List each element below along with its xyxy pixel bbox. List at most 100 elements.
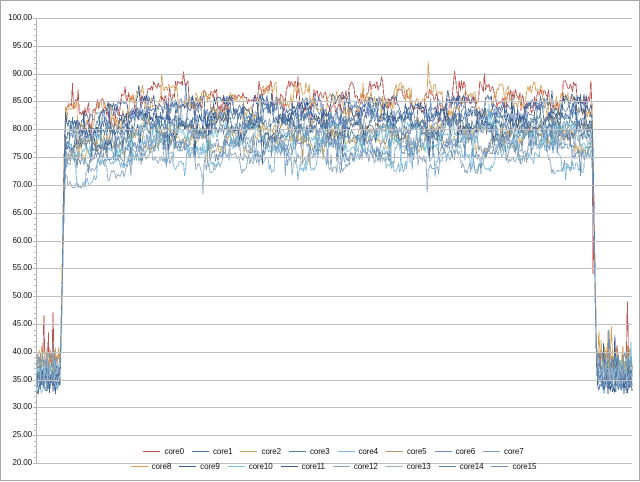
legend-entry-core4[interactable]: core4 xyxy=(337,447,379,456)
legend-entry-core12[interactable]: core12 xyxy=(332,462,378,471)
gridline xyxy=(37,380,632,381)
axis-minor-tick xyxy=(34,90,37,91)
axis-minor-tick xyxy=(34,24,37,25)
legend-line-icon xyxy=(179,466,197,467)
legend-label: core14 xyxy=(459,462,484,471)
axis-major-tick xyxy=(33,213,37,214)
axis-minor-tick xyxy=(34,419,37,420)
axis-minor-tick xyxy=(34,152,37,153)
axis-minor-tick xyxy=(34,229,37,230)
legend-line-icon xyxy=(227,466,245,467)
legend-label: core4 xyxy=(358,447,379,456)
legend-line-icon xyxy=(191,451,209,452)
axis-minor-tick xyxy=(34,402,37,403)
legend-label: core12 xyxy=(353,462,378,471)
gridline xyxy=(37,129,632,130)
axis-minor-tick xyxy=(34,246,37,247)
y-axis-tick-label: 25.00 xyxy=(12,430,32,440)
axis-major-tick xyxy=(33,157,37,158)
gridline xyxy=(37,324,632,325)
axis-minor-tick xyxy=(34,457,37,458)
legend-label: core2 xyxy=(261,447,281,456)
legend-line-icon xyxy=(491,466,509,467)
legend-line-icon xyxy=(143,451,161,452)
axis-major-tick xyxy=(33,324,37,325)
legend-entry-core3[interactable]: core3 xyxy=(288,447,330,456)
axis-minor-tick xyxy=(34,285,37,286)
legend-entry-core13[interactable]: core13 xyxy=(385,462,431,471)
axis-minor-tick xyxy=(34,224,37,225)
legend-entry-core0[interactable]: core0 xyxy=(143,447,184,456)
legend-entry-core11[interactable]: core11 xyxy=(280,462,325,471)
axis-minor-tick xyxy=(34,40,37,41)
legend-entry-core6[interactable]: core6 xyxy=(434,447,475,456)
legend-line-icon xyxy=(130,466,148,467)
axis-minor-tick xyxy=(34,363,37,364)
axis-minor-tick xyxy=(34,63,37,64)
axis-minor-tick xyxy=(34,118,37,119)
legend-entry-core9[interactable]: core9 xyxy=(179,462,220,471)
axis-minor-tick xyxy=(34,391,37,392)
axis-major-tick xyxy=(33,46,37,47)
legend-entry-core10[interactable]: core10 xyxy=(227,462,273,471)
axis-minor-tick xyxy=(34,196,37,197)
legend-line-icon xyxy=(385,466,403,467)
axis-minor-tick xyxy=(34,274,37,275)
legend-label: core5 xyxy=(407,447,427,456)
axis-minor-tick xyxy=(34,374,37,375)
axis-major-tick xyxy=(33,268,37,269)
gridline xyxy=(37,435,632,436)
legend-line-icon xyxy=(386,451,404,452)
axis-major-tick xyxy=(33,74,37,75)
axis-minor-tick xyxy=(34,135,37,136)
legend-row: core0 core1 core2 core3 core4 core5 core6 core7 xyxy=(36,444,631,459)
y-axis-tick-label: 85.00 xyxy=(12,96,32,106)
legend-label: core8 xyxy=(151,462,172,471)
y-axis-tick-label: 100.00 xyxy=(8,13,32,22)
legend-entry-core8[interactable]: core8 xyxy=(130,462,172,471)
axis-major-tick xyxy=(33,407,37,408)
gridline xyxy=(37,268,632,269)
legend-entry-core5[interactable]: core5 xyxy=(386,447,427,456)
axis-minor-tick xyxy=(34,207,37,208)
axis-minor-tick xyxy=(34,430,37,431)
gridline xyxy=(37,18,632,19)
axis-major-tick xyxy=(33,463,37,464)
legend-entry-core15[interactable]: core15 xyxy=(491,462,536,471)
axis-minor-tick xyxy=(34,291,37,292)
legend-line-icon xyxy=(332,466,350,467)
axis-major-tick xyxy=(33,380,37,381)
axis-minor-tick xyxy=(34,335,37,336)
y-axis-tick-label: 95.00 xyxy=(12,40,32,50)
legend-label: core15 xyxy=(512,462,537,471)
chart-legend: core0 core1 core2 core3 core4 core5 core6 core7… xyxy=(36,442,631,480)
legend-label: core1 xyxy=(212,447,233,456)
axis-minor-tick xyxy=(34,174,37,175)
axis-minor-tick xyxy=(34,190,37,191)
axis-major-tick xyxy=(33,435,37,436)
gridline xyxy=(37,185,632,186)
legend-entry-core7[interactable]: core7 xyxy=(483,447,524,456)
axis-minor-tick xyxy=(34,330,37,331)
axis-minor-tick xyxy=(34,279,37,280)
axis-minor-tick xyxy=(34,307,37,308)
y-axis-tick-label: 35.00 xyxy=(12,374,32,384)
gridline xyxy=(37,241,632,242)
axis-minor-tick xyxy=(34,252,37,253)
axis-minor-tick xyxy=(34,313,37,314)
legend-entry-core2[interactable]: core2 xyxy=(240,447,281,456)
axis-minor-tick xyxy=(34,68,37,69)
y-axis-tick-label: 50.00 xyxy=(12,291,32,301)
legend-line-icon xyxy=(438,466,456,467)
legend-entry-core1[interactable]: core1 xyxy=(191,447,233,456)
series-layer xyxy=(37,18,632,463)
gridline xyxy=(37,74,632,75)
legend-entry-core14[interactable]: core14 xyxy=(438,462,484,471)
legend-line-icon xyxy=(483,451,501,452)
y-axis-tick-label: 20.00 xyxy=(12,458,32,467)
axis-minor-tick xyxy=(34,168,37,169)
axis-minor-tick xyxy=(34,113,37,114)
axis-minor-tick xyxy=(34,96,37,97)
gridline xyxy=(37,407,632,408)
axis-minor-tick xyxy=(34,263,37,264)
